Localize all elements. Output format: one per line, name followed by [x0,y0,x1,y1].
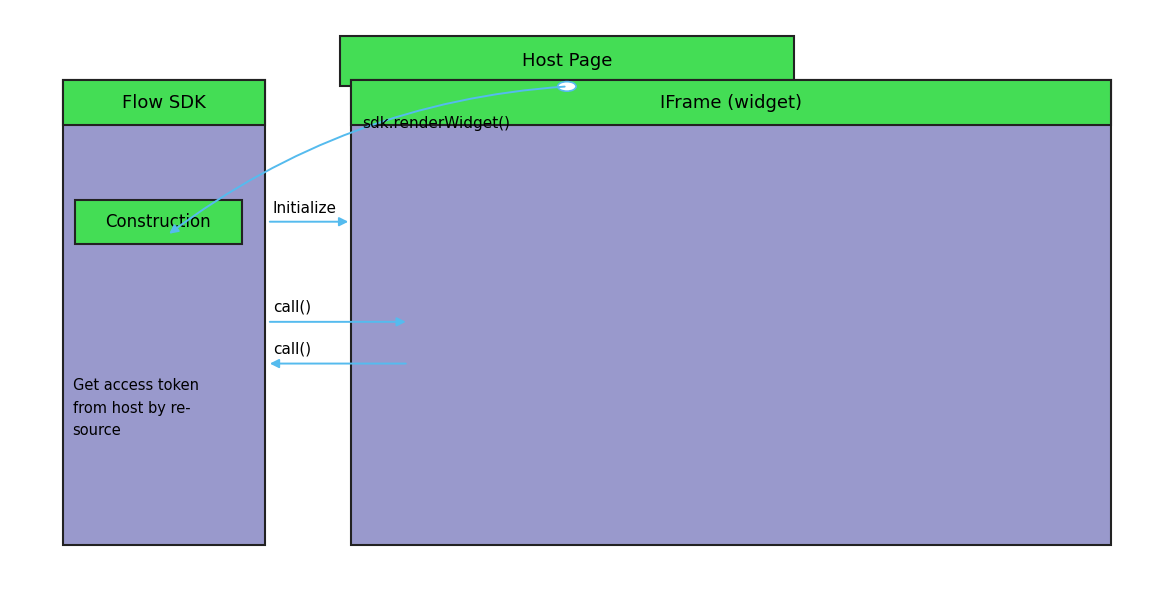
Bar [351,80,1111,125]
Bar [63,80,265,545]
Bar [340,36,794,86]
Text: call(): call() [273,300,311,315]
Text: sdk.renderWidget(): sdk.renderWidget() [363,116,511,131]
Text: call(): call() [273,342,311,356]
Bar [63,80,265,125]
Text: Host Page: Host Page [521,52,612,70]
Text: Initialize: Initialize [273,201,337,216]
Circle shape [557,82,576,91]
Bar [351,80,1111,545]
Text: Get access token
from host by re-
source: Get access token from host by re- source [73,378,198,438]
Bar [75,200,242,244]
Text: Construction: Construction [106,213,211,231]
Text: IFrame (widget): IFrame (widget) [660,94,802,112]
Text: Flow SDK: Flow SDK [122,94,206,112]
